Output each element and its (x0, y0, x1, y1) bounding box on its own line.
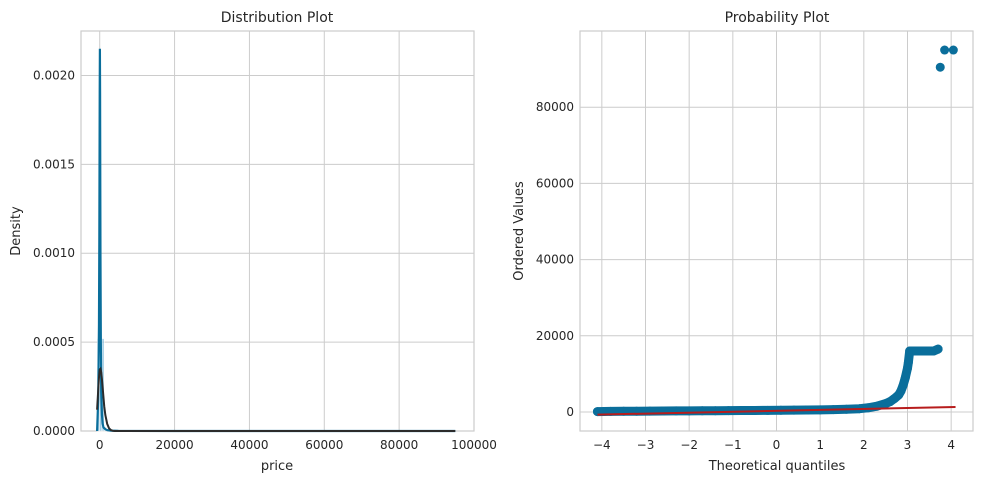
x-tick-label: 0 (773, 438, 781, 452)
y-tick-label: 60000 (536, 176, 574, 190)
y-tick-label: 80000 (536, 100, 574, 114)
distribution-plot-ylabel: Density (9, 206, 24, 256)
y-tick-label: 40000 (536, 253, 574, 267)
probability-plot-xlabel: Theoretical quantiles (708, 459, 846, 474)
probability-plot-title: Probability Plot (725, 10, 830, 26)
x-tick-label: 100000 (451, 438, 497, 452)
x-tick-label: 40000 (230, 438, 268, 452)
distribution-plot-title: Distribution Plot (221, 10, 334, 26)
y-tick-label: 0.0020 (33, 68, 75, 82)
x-tick-label: 4 (947, 438, 955, 452)
fit-line (597, 406, 956, 416)
quantile-point (935, 62, 945, 72)
quantile-point (723, 406, 733, 416)
quantile-point (737, 406, 747, 416)
x-tick-label: 1 (816, 438, 824, 452)
x-tick-label: −4 (593, 438, 611, 452)
quantile-point (863, 403, 873, 413)
x-tick-label: 20000 (155, 438, 193, 452)
y-tick-label: 20000 (536, 329, 574, 343)
quantile-point (903, 357, 913, 367)
quantile-point (898, 380, 908, 390)
quantile-point (671, 406, 681, 416)
x-tick-label: 2 (860, 438, 868, 452)
x-tick-label: 60000 (305, 438, 343, 452)
quantile-point (684, 406, 694, 416)
x-tick-label: −2 (680, 438, 698, 452)
quantile-point (948, 45, 958, 55)
y-tick-label: 0.0010 (33, 246, 75, 260)
x-tick-label: 3 (904, 438, 912, 452)
y-tick-label: 0 (566, 405, 574, 419)
probability-plot-ylabel: Ordered Values (512, 181, 527, 281)
distribution-plot-xlabel: price (261, 459, 293, 474)
x-tick-label: −3 (637, 438, 655, 452)
x-tick-label: −1 (724, 438, 742, 452)
distribution-plot-frame (80, 30, 475, 432)
quantile-point (940, 45, 950, 55)
quantile-point (710, 406, 720, 416)
quantile-point (697, 406, 707, 416)
probability-plot-frame (579, 30, 974, 432)
quantile-point (900, 373, 910, 383)
y-tick-label: 0.0005 (33, 335, 75, 349)
probability-plot-panel: −4 −3 −2 −1 0 1 2 3 4 0 20000 40000 60000 80000 Proba… (512, 10, 974, 474)
normal-fit-curve (96, 366, 456, 432)
x-tick-label: 80000 (380, 438, 418, 452)
y-tick-label: 0.0000 (33, 424, 75, 438)
y-tick-label: 0.0015 (33, 157, 75, 171)
x-tick-label: 0 (96, 438, 104, 452)
distribution-plot-panel: 0 20000 40000 60000 80000 100000 0.0000 0.0005 0… (9, 10, 497, 474)
quantile-point (933, 344, 943, 354)
kde-curve (95, 48, 456, 433)
